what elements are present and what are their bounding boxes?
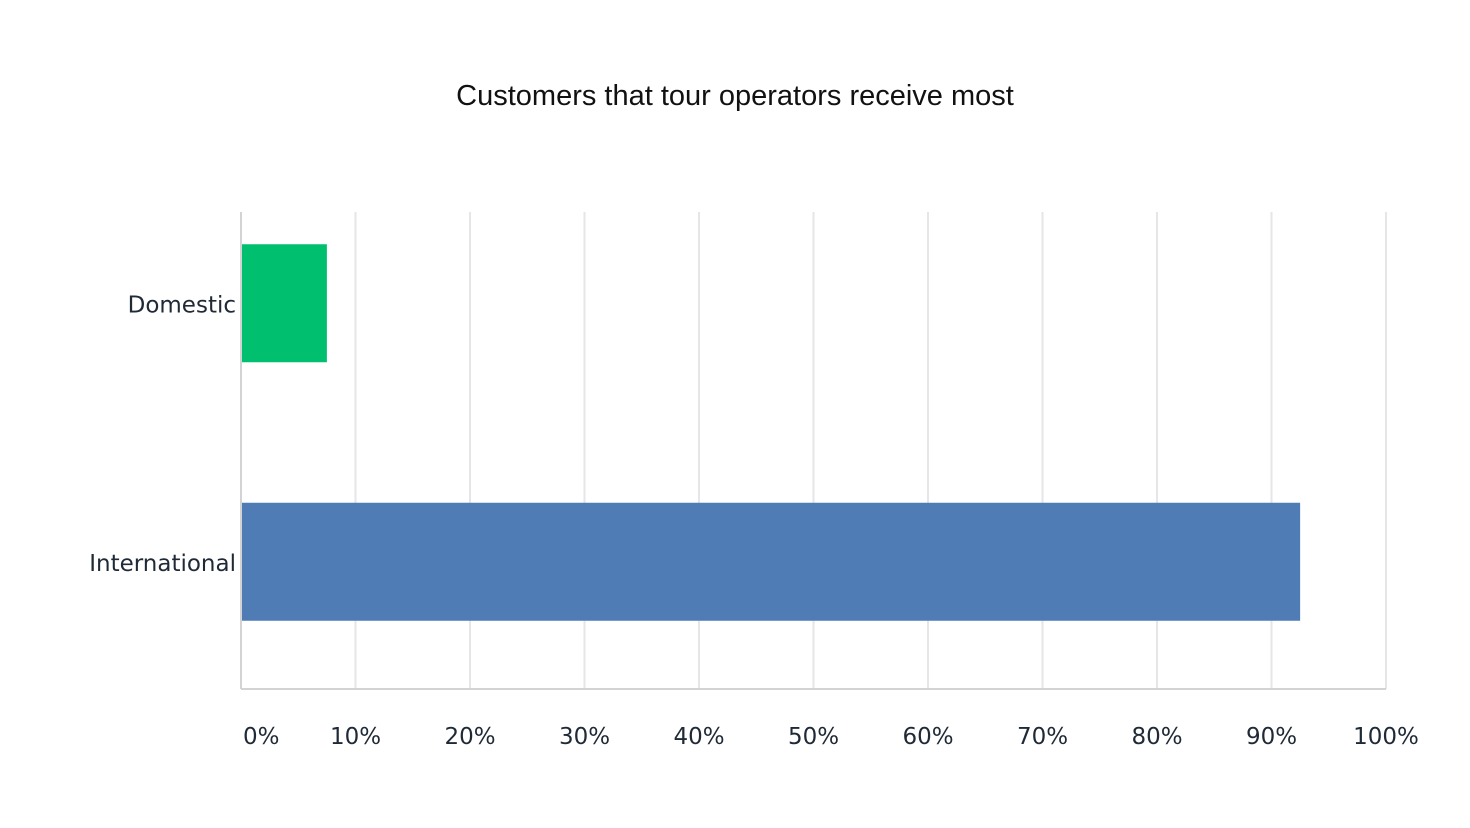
x-tick-label: 60% (902, 724, 953, 750)
chart-title: Customers that tour operators receive mo… (456, 80, 1014, 112)
category-label-international: International (89, 551, 236, 577)
x-tick-label: 90% (1246, 724, 1297, 750)
x-tick-label: 40% (673, 724, 724, 750)
bars (241, 244, 1301, 621)
x-tick-label: 20% (444, 724, 495, 750)
x-tick-label: 80% (1131, 724, 1182, 750)
category-label-domestic: Domestic (128, 292, 236, 318)
x-tick-label: 50% (788, 724, 839, 750)
x-tick-label: 10% (330, 724, 381, 750)
x-tick-label: 70% (1017, 724, 1068, 750)
x-tick-label: 30% (559, 724, 610, 750)
x-tick-label: 0% (243, 724, 280, 750)
y-axis-category-labels: Domestic International (89, 292, 236, 577)
x-axis-tick-labels: 0% 10% 20% 30% 40% 50% 60% 70% 80% 90% 100% (243, 724, 1419, 750)
bar-international (241, 502, 1301, 621)
gridlines (354, 212, 1387, 689)
axes (240, 212, 1386, 690)
bar-domestic (241, 244, 327, 363)
x-tick-label: 100% (1353, 724, 1419, 750)
